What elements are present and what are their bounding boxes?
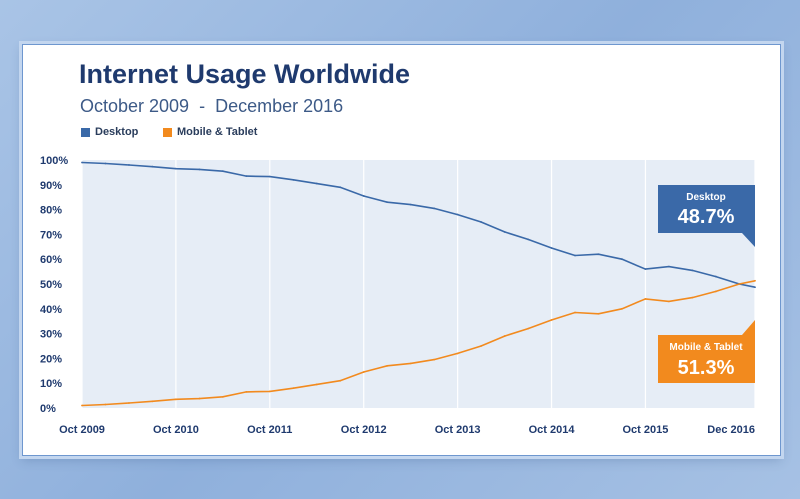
data-point-desktop: [644, 268, 647, 271]
data-point-desktop: [339, 186, 342, 189]
data-point-mobile: [198, 397, 201, 400]
y-tick-label: 70%: [40, 229, 62, 241]
data-point-mobile: [738, 283, 741, 285]
data-point-mobile: [175, 398, 177, 401]
data-point-mobile: [574, 311, 576, 314]
callout-desktop: Desktop 48.7%: [658, 185, 755, 247]
data-point-desktop: [315, 182, 318, 185]
series-line-mobile: [81, 280, 756, 407]
data-point-desktop: [550, 247, 553, 249]
data-point-mobile: [527, 327, 529, 330]
data-point-desktop: [386, 201, 389, 204]
legend-label-mobile: Mobile & Tablet: [177, 126, 258, 138]
data-point-mobile: [81, 404, 83, 407]
callout-desktop-label: Desktop: [686, 192, 725, 203]
x-tick-label: Oct 2011: [247, 424, 292, 436]
data-point-desktop: [221, 170, 224, 173]
data-point-mobile: [691, 296, 694, 299]
x-tick-label: Dec 2016: [707, 424, 755, 436]
callout-mobile-value: 51.3%: [678, 357, 735, 379]
data-point-desktop: [362, 195, 365, 197]
data-point-desktop: [574, 254, 576, 257]
legend-swatch-mobile: [163, 127, 172, 137]
data-point-desktop: [81, 161, 83, 164]
legend-item-desktop: Desktop: [81, 126, 138, 138]
data-point-desktop: [714, 275, 717, 278]
data-point-mobile: [754, 279, 756, 282]
x-tick-label: Oct 2013: [435, 424, 481, 436]
x-tick-label: Oct 2015: [623, 424, 669, 436]
data-point-desktop: [268, 175, 271, 178]
callout-desktop-value: 48.7%: [678, 206, 735, 228]
data-point-desktop: [597, 253, 600, 256]
y-tick-label: 0%: [40, 403, 56, 415]
data-point-desktop: [175, 167, 177, 170]
data-point-desktop: [104, 162, 107, 165]
data-point-mobile: [597, 312, 600, 315]
data-point-desktop: [480, 221, 483, 223]
data-point-mobile: [221, 395, 224, 398]
x-tick-label: Oct 2009: [59, 424, 105, 436]
legend-item-mobile: Mobile & Tablet: [163, 126, 257, 138]
data-point-mobile: [550, 319, 553, 321]
callout-mobile-label: Mobile & Tablet: [669, 342, 743, 353]
data-point-mobile: [456, 352, 459, 355]
data-point-desktop: [621, 258, 623, 261]
data-point-desktop: [409, 203, 412, 206]
legend-swatch-desktop: [81, 127, 90, 137]
chart-subtitle: October 2009 - December 2016: [80, 96, 344, 116]
y-tick-label: 100%: [40, 155, 68, 167]
data-point-mobile: [151, 400, 154, 403]
data-point-mobile: [315, 383, 318, 386]
x-tick-label: Oct 2012: [341, 424, 387, 436]
y-tick-label: 30%: [40, 329, 62, 341]
data-point-mobile: [292, 387, 295, 390]
data-point-mobile: [621, 307, 623, 310]
y-tick-label: 40%: [40, 304, 62, 316]
data-point-mobile: [128, 402, 130, 404]
y-tick-label: 90%: [40, 180, 62, 192]
callout-mobile: Mobile & Tablet 51.3%: [658, 320, 755, 383]
series-line-desktop: [81, 161, 756, 288]
data-point-desktop: [527, 238, 529, 241]
x-tick-label: Oct 2010: [153, 424, 199, 436]
y-tick-label: 80%: [40, 205, 62, 217]
data-point-desktop: [245, 175, 248, 178]
data-point-mobile: [480, 345, 483, 347]
data-point-mobile: [104, 403, 107, 406]
plot-area: [82, 160, 755, 408]
chart-title: Internet Usage Worldwide: [79, 59, 411, 89]
data-point-mobile: [386, 364, 389, 367]
data-point-mobile: [339, 379, 342, 382]
y-tick-label: 60%: [40, 254, 62, 266]
data-point-desktop: [754, 286, 756, 289]
data-point-desktop: [128, 164, 130, 166]
data-point-mobile: [433, 358, 436, 361]
data-point-mobile: [503, 335, 506, 337]
y-tick-label: 10%: [40, 378, 62, 390]
data-point-mobile: [362, 371, 365, 373]
data-point-mobile: [714, 290, 717, 293]
data-point-desktop: [503, 231, 506, 233]
legend-label-desktop: Desktop: [95, 126, 139, 138]
data-point-mobile: [268, 390, 271, 393]
y-tick-label: 50%: [40, 279, 62, 291]
data-point-desktop: [198, 168, 201, 171]
data-point-mobile: [644, 297, 647, 300]
x-tick-label: Oct 2014: [529, 424, 576, 436]
data-point-desktop: [668, 265, 670, 268]
data-point-desktop: [691, 269, 694, 272]
data-point-desktop: [433, 207, 436, 210]
data-point-desktop: [151, 165, 154, 168]
data-point-mobile: [245, 390, 248, 393]
data-point-desktop: [456, 213, 459, 216]
data-point-desktop: [292, 178, 295, 181]
y-tick-label: 20%: [40, 353, 62, 365]
data-point-mobile: [409, 362, 412, 365]
data-point-mobile: [668, 300, 670, 303]
